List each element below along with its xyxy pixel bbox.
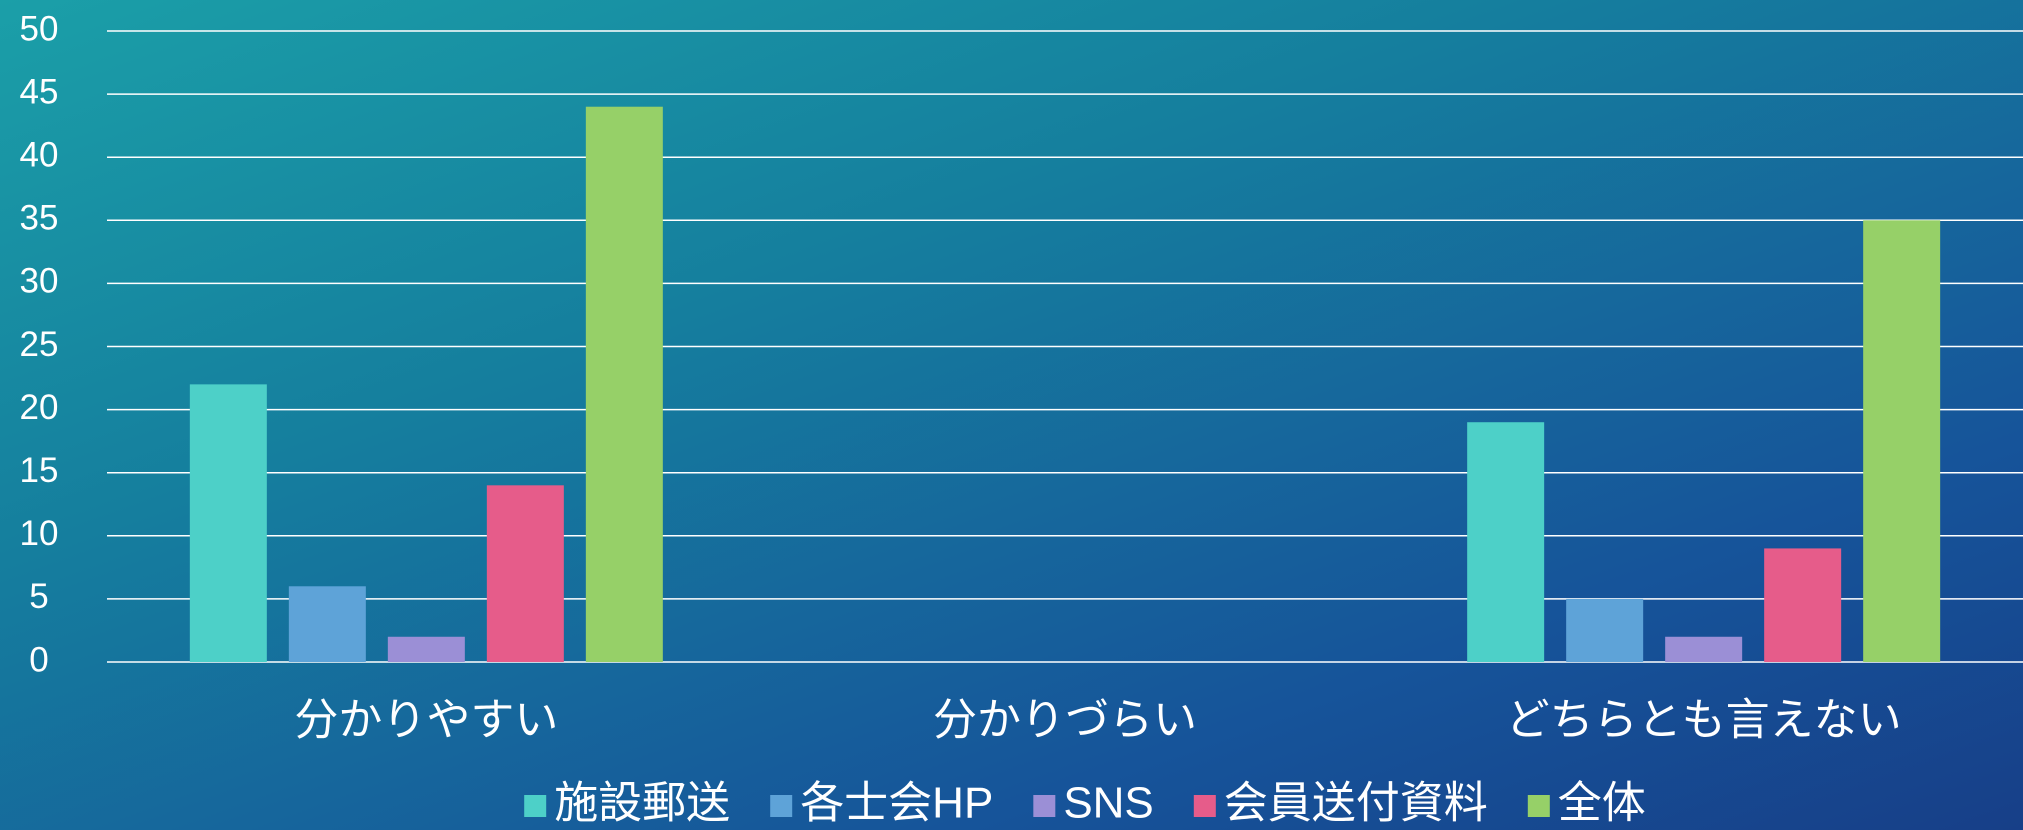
legend-label: 各士会HP [800, 779, 993, 828]
y-tick-label: 20 [20, 388, 59, 427]
y-tick-label: 25 [20, 325, 59, 364]
bar [1764, 548, 1842, 662]
y-tick-label: 40 [20, 135, 59, 174]
y-tick-label: 10 [20, 514, 59, 553]
legend-swatch [524, 795, 547, 817]
x-tick-label: 分かりやすい [294, 696, 558, 745]
y-tick-label: 45 [20, 72, 59, 111]
legend-label: 会員送付資料 [1224, 779, 1488, 828]
y-tick-label: 0 [29, 640, 48, 679]
bar [1566, 598, 1644, 662]
bar [585, 106, 663, 663]
y-tick-label: 15 [20, 451, 59, 490]
legend-swatch [1033, 795, 1056, 817]
x-tick-label: どちらとも言えない [1506, 696, 1902, 745]
y-tick-label: 35 [20, 199, 59, 238]
bar [189, 384, 267, 662]
y-tick-label: 50 [20, 9, 59, 48]
y-tick-label: 30 [20, 262, 59, 301]
y-tick-label: 5 [29, 577, 48, 616]
bar [486, 485, 564, 662]
legend-swatch [1527, 795, 1550, 817]
legend-label: SNS [1063, 779, 1153, 828]
legend-swatch [1193, 795, 1216, 817]
legend-label: 施設郵送 [554, 779, 730, 828]
bar [1467, 422, 1545, 662]
legend-swatch [770, 795, 793, 817]
bar [288, 586, 366, 662]
bar [1665, 636, 1743, 662]
legend-label: 全体 [1558, 779, 1646, 828]
bar [387, 636, 465, 662]
x-tick-label: 分かりづらい [933, 696, 1197, 745]
bar [1863, 220, 1941, 663]
